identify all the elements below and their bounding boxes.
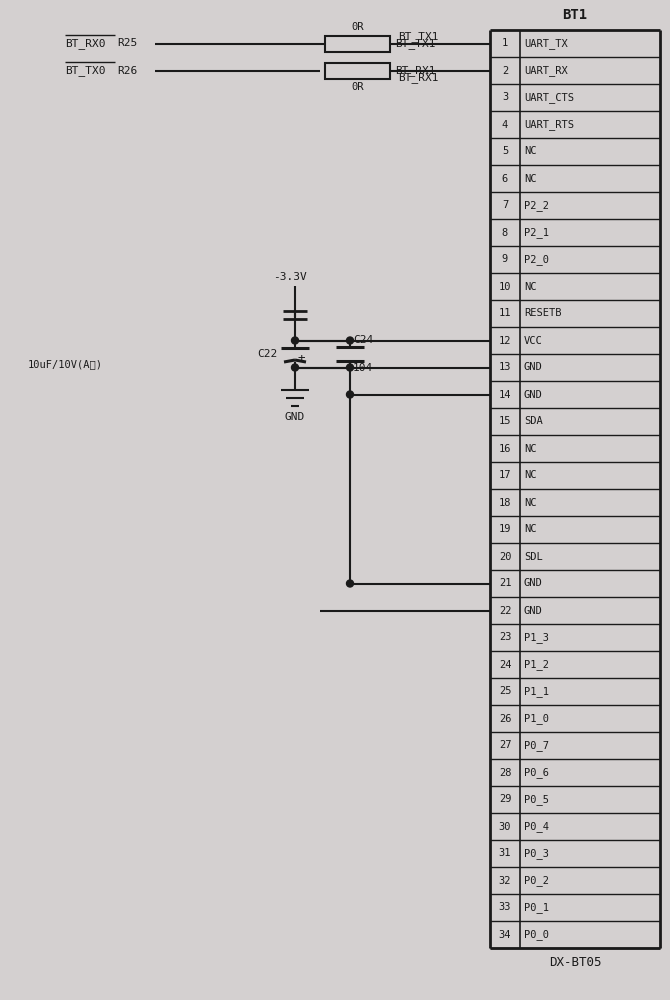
Text: 22: 22 [498, 605, 511, 615]
Text: 34: 34 [498, 930, 511, 940]
Text: 21: 21 [498, 578, 511, 588]
Text: SDA: SDA [524, 416, 543, 426]
Text: 11: 11 [498, 308, 511, 318]
Text: BT_RX1: BT_RX1 [395, 65, 436, 76]
Text: 33: 33 [498, 902, 511, 912]
Text: NC: NC [524, 524, 537, 534]
Text: UART_CTS: UART_CTS [524, 92, 574, 103]
Text: 13: 13 [498, 362, 511, 372]
Text: 19: 19 [498, 524, 511, 534]
Text: P1_1: P1_1 [524, 686, 549, 697]
Text: P0_1: P0_1 [524, 902, 549, 913]
Text: 7: 7 [502, 200, 508, 211]
Text: 5: 5 [502, 146, 508, 156]
Text: NC: NC [524, 444, 537, 454]
Text: P1_0: P1_0 [524, 713, 549, 724]
Text: 3: 3 [502, 93, 508, 103]
Text: R26: R26 [117, 66, 137, 76]
Text: 9: 9 [502, 254, 508, 264]
Text: 10: 10 [498, 282, 511, 292]
Circle shape [346, 391, 354, 398]
Text: 104: 104 [353, 363, 373, 373]
Circle shape [346, 337, 354, 344]
Text: BT1: BT1 [562, 8, 588, 22]
Text: RESETB: RESETB [524, 308, 561, 318]
Text: NC: NC [524, 146, 537, 156]
Text: GND: GND [524, 605, 543, 615]
Text: 28: 28 [498, 768, 511, 778]
Text: P0_3: P0_3 [524, 848, 549, 859]
Text: BT_TX1: BT_TX1 [395, 38, 436, 49]
Text: P0_5: P0_5 [524, 794, 549, 805]
Circle shape [291, 337, 299, 344]
Text: NC: NC [524, 497, 537, 508]
Text: +: + [297, 352, 304, 365]
Text: NC: NC [524, 471, 537, 481]
Text: 26: 26 [498, 714, 511, 724]
Circle shape [291, 364, 299, 371]
Text: P0_7: P0_7 [524, 740, 549, 751]
Text: NC: NC [524, 282, 537, 292]
Text: 30: 30 [498, 822, 511, 832]
Text: UART_RTS: UART_RTS [524, 119, 574, 130]
Text: NC: NC [524, 174, 537, 184]
Text: 16: 16 [498, 444, 511, 454]
Text: GND: GND [285, 412, 305, 422]
Text: 14: 14 [498, 389, 511, 399]
Text: C24: C24 [353, 335, 373, 345]
Text: C22: C22 [257, 349, 277, 359]
Text: P2_1: P2_1 [524, 227, 549, 238]
Text: 0R: 0R [351, 82, 364, 92]
Text: 4: 4 [502, 119, 508, 129]
Text: 0R: 0R [351, 22, 364, 32]
Text: R25: R25 [117, 38, 137, 48]
Text: 10uF/10V(A型): 10uF/10V(A型) [28, 359, 103, 369]
Text: GND: GND [524, 389, 543, 399]
Text: UART_RX: UART_RX [524, 65, 567, 76]
Text: 18: 18 [498, 497, 511, 508]
Text: BT_TX1: BT_TX1 [398, 31, 438, 41]
Text: 6: 6 [502, 174, 508, 184]
Text: 17: 17 [498, 471, 511, 481]
Text: BT_TX0: BT_TX0 [65, 65, 105, 76]
Bar [325, 62, 390, 79]
Text: 1: 1 [502, 38, 508, 48]
Text: P1_2: P1_2 [524, 659, 549, 670]
Circle shape [346, 364, 354, 371]
Text: -3.3V: -3.3V [273, 272, 307, 282]
Text: VCC: VCC [524, 336, 543, 346]
Text: P2_2: P2_2 [524, 200, 549, 211]
Text: BT_RX1: BT_RX1 [398, 73, 438, 83]
Text: UART_TX: UART_TX [524, 38, 567, 49]
Text: 29: 29 [498, 794, 511, 804]
Text: 25: 25 [498, 686, 511, 696]
Text: GND: GND [524, 362, 543, 372]
Text: P0_0: P0_0 [524, 929, 549, 940]
Text: DX-BT05: DX-BT05 [549, 956, 601, 969]
Text: BT_RX0: BT_RX0 [65, 38, 105, 49]
Text: 2: 2 [502, 66, 508, 76]
Text: 8: 8 [502, 228, 508, 237]
Text: 23: 23 [498, 633, 511, 643]
Text: 20: 20 [498, 552, 511, 562]
Text: P2_0: P2_0 [524, 254, 549, 265]
Text: 15: 15 [498, 416, 511, 426]
Text: SDL: SDL [524, 552, 543, 562]
Text: 27: 27 [498, 740, 511, 750]
Text: 12: 12 [498, 336, 511, 346]
Bar [325, 35, 390, 51]
Text: P1_3: P1_3 [524, 632, 549, 643]
Text: 31: 31 [498, 848, 511, 858]
Circle shape [346, 580, 354, 587]
Text: P0_2: P0_2 [524, 875, 549, 886]
Text: P0_6: P0_6 [524, 767, 549, 778]
Text: 32: 32 [498, 876, 511, 886]
Text: P0_4: P0_4 [524, 821, 549, 832]
Text: 24: 24 [498, 660, 511, 670]
Text: GND: GND [524, 578, 543, 588]
